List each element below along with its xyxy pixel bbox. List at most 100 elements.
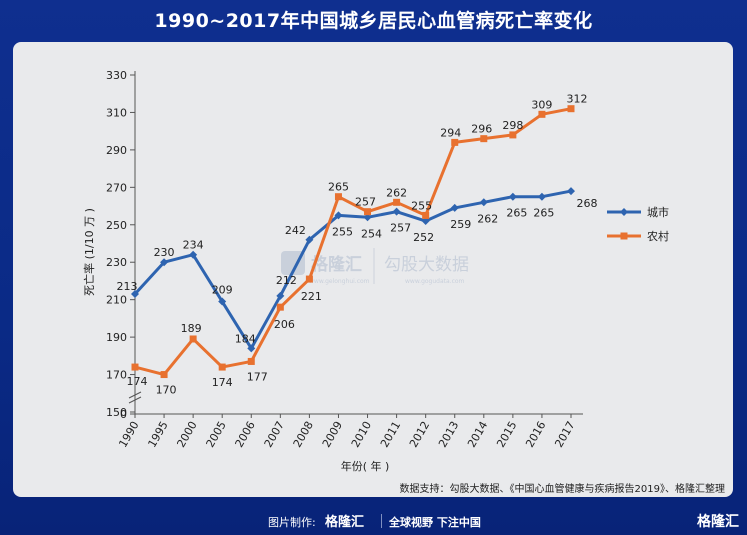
data-point <box>363 213 372 222</box>
data-point <box>393 198 401 206</box>
data-point <box>218 363 226 371</box>
data-label: 221 <box>301 290 322 303</box>
watermark-logo-url: www.gelonghui.com <box>309 278 370 285</box>
data-label: 259 <box>450 218 471 231</box>
data-point <box>537 192 546 201</box>
x-tick-label: 2011 <box>378 419 403 450</box>
data-label: 257 <box>390 222 411 235</box>
x-tick-label: 2012 <box>407 419 432 450</box>
data-label: 189 <box>181 322 202 335</box>
page-title: 1990~2017年中国城乡居民心血管病死亡率变化 <box>154 10 593 32</box>
watermark-partner-text: 勾股大数据 <box>384 255 469 275</box>
data-point <box>567 187 575 196</box>
data-point <box>160 258 169 267</box>
data-point <box>450 203 459 212</box>
footer-credit-label: 图片制作: <box>268 516 316 529</box>
legend-swatch-marker <box>620 232 628 240</box>
data-label: 206 <box>274 318 295 331</box>
y-tick-label: 290 <box>106 144 127 157</box>
data-point <box>392 207 401 216</box>
x-tick-label: 2013 <box>436 419 461 450</box>
series-line-城市 <box>133 189 572 350</box>
x-tick-label: 2015 <box>494 419 519 450</box>
x-tick-label: 2016 <box>523 419 548 450</box>
y-tick-label: 330 <box>106 69 127 82</box>
footer-logo: 格隆汇 <box>325 515 365 530</box>
data-label: 255 <box>332 225 353 238</box>
data-label: 294 <box>440 126 461 139</box>
x-tick-label: 2005 <box>204 419 229 450</box>
x-tick-label: 2017 <box>552 419 577 450</box>
x-tick-label: 2000 <box>174 419 199 450</box>
data-point <box>422 211 430 219</box>
data-label: 170 <box>156 384 177 397</box>
data-label: 312 <box>567 93 588 106</box>
data-label: 252 <box>413 231 434 244</box>
watermark: 格隆汇 www.gelonghui.com 勾股大数据 www.gogudata… <box>281 248 469 285</box>
line-chart: 格隆汇 www.gelonghui.com 勾股大数据 www.gogudata… <box>82 69 669 473</box>
data-point <box>131 363 139 371</box>
data-point <box>364 208 372 216</box>
source-note: 数据支持：勾股大数据、《中国心血管健康与疾病报告2019》、格隆汇整理 <box>399 484 725 495</box>
y-tick-label: 310 <box>106 106 127 119</box>
x-tick-label: 2009 <box>320 419 345 450</box>
data-point <box>131 290 139 299</box>
y-tick-label: 170 <box>106 369 127 382</box>
data-label: 265 <box>506 207 527 220</box>
legend-label: 农村 <box>647 229 669 243</box>
data-label: 255 <box>411 199 432 212</box>
data-label: 213 <box>117 280 138 293</box>
data-point <box>451 138 459 146</box>
data-point <box>538 110 546 118</box>
x-tick-label: 2007 <box>262 419 287 450</box>
x-axis-label: 年份( 年 ) <box>341 459 390 473</box>
data-label: 262 <box>477 212 498 225</box>
data-label: 265 <box>533 207 554 220</box>
footer-brand: 格隆汇 <box>697 514 739 530</box>
x-tick-label: 2010 <box>349 419 374 450</box>
data-label: 177 <box>247 370 268 383</box>
watermark-partner-url: www.gogudata.com <box>405 278 465 285</box>
data-point <box>334 193 342 201</box>
x-tick-label: 1990 <box>116 419 141 450</box>
data-point <box>334 211 343 220</box>
data-label: 296 <box>471 123 492 136</box>
data-point <box>218 297 227 306</box>
legend-swatch-marker <box>620 208 628 216</box>
chart-card: 格隆汇 www.gelonghui.com 勾股大数据 www.gogudata… <box>13 42 733 497</box>
watermark-logo-text: 格隆汇 <box>311 254 362 275</box>
y-tick-label: 150 <box>106 406 127 419</box>
data-point <box>189 335 197 343</box>
data-label: 262 <box>386 186 407 199</box>
data-point <box>509 131 517 139</box>
data-label: 242 <box>285 224 306 237</box>
footer-separator <box>381 514 382 528</box>
footer-slogan: 全球视野 下注中国 <box>389 516 481 529</box>
data-point <box>247 357 255 365</box>
data-label: 257 <box>355 196 376 209</box>
data-point <box>305 235 314 244</box>
footer: 图片制作: 格隆汇 全球视野 下注中国 格隆汇 <box>0 508 747 535</box>
data-point <box>508 192 517 201</box>
y-tick-label: 270 <box>106 181 127 194</box>
axis-break-mark <box>128 391 142 404</box>
series-line-农村 <box>134 107 572 377</box>
chart-series <box>131 105 575 379</box>
data-point <box>189 250 198 259</box>
data-label: 254 <box>361 227 382 240</box>
x-tick-label: 1995 <box>145 419 170 450</box>
y-tick-label: 190 <box>106 331 127 344</box>
data-label: 268 <box>577 197 598 210</box>
x-tick-label: 2006 <box>233 419 258 450</box>
data-label: 174 <box>127 375 148 388</box>
data-point <box>480 135 488 143</box>
data-point <box>567 105 575 113</box>
data-label: 309 <box>531 98 552 111</box>
y-tick-label: 250 <box>106 219 127 232</box>
y-tick-label: 210 <box>106 294 127 307</box>
data-label: 184 <box>235 332 256 345</box>
data-label: 174 <box>212 376 233 389</box>
data-label: 234 <box>183 239 204 252</box>
